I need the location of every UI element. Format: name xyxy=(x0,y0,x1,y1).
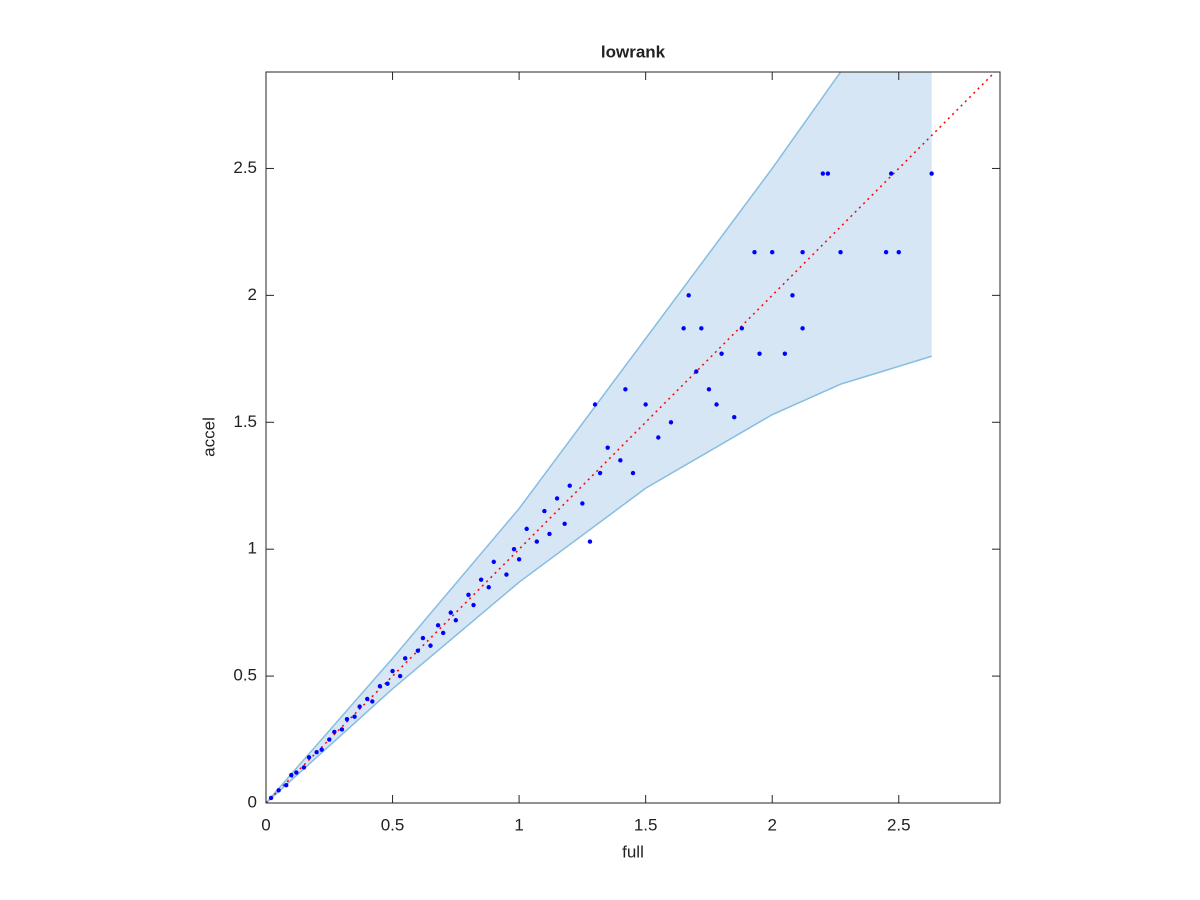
data-point xyxy=(800,326,805,331)
y-tick-label: 0 xyxy=(248,792,257,811)
x-tick-label: 1 xyxy=(514,815,523,834)
axes-box xyxy=(265,71,1001,804)
data-point xyxy=(516,557,522,562)
data-point xyxy=(739,326,745,331)
data-point xyxy=(390,668,395,674)
data-point xyxy=(289,772,294,778)
data-point xyxy=(319,747,324,752)
data-point xyxy=(686,293,691,298)
data-point xyxy=(314,750,319,755)
data-point xyxy=(820,171,826,176)
data-point xyxy=(365,696,370,702)
x-tick-label: 0.5 xyxy=(381,815,405,834)
y-tick-label: 1.5 xyxy=(233,412,257,431)
data-point xyxy=(757,351,762,356)
x-tick-label: 2 xyxy=(767,815,776,834)
data-point xyxy=(883,250,889,255)
data-point xyxy=(790,293,795,298)
data-point xyxy=(377,684,383,689)
data-point xyxy=(294,770,299,775)
data-point xyxy=(397,673,403,679)
band-upper-edge xyxy=(266,72,842,803)
y-tick-label: 2 xyxy=(248,285,257,304)
x-axis-label: full xyxy=(622,842,644,861)
data-point xyxy=(643,402,648,407)
band-lower-edge xyxy=(266,355,932,803)
x-tick-label: 0 xyxy=(261,815,270,834)
data-point xyxy=(597,470,603,476)
data-point xyxy=(592,402,598,407)
plot-area xyxy=(266,72,996,803)
data-point xyxy=(782,351,788,356)
data-point xyxy=(699,326,704,331)
y-tick-label: 2.5 xyxy=(233,158,257,177)
x-tick-label: 1.5 xyxy=(634,815,658,834)
y-axis-label: accel xyxy=(199,417,218,457)
data-point xyxy=(587,539,593,544)
data-point xyxy=(838,250,843,255)
data-point xyxy=(352,714,357,719)
data-point xyxy=(403,656,408,661)
data-point xyxy=(415,648,421,653)
data-point xyxy=(448,610,453,615)
data-point xyxy=(547,531,552,537)
data-point xyxy=(770,250,775,255)
data-point xyxy=(732,414,737,420)
data-point xyxy=(440,630,446,636)
y-tick-label: 1 xyxy=(248,539,257,558)
data-point xyxy=(714,402,719,407)
data-point xyxy=(719,351,724,356)
data-point xyxy=(435,623,441,628)
data-point xyxy=(428,643,433,648)
data-point xyxy=(706,387,712,392)
data-point xyxy=(534,539,540,544)
data-point xyxy=(339,727,345,732)
data-point xyxy=(929,171,934,176)
data-point xyxy=(344,717,350,722)
data-point xyxy=(524,526,529,532)
data-point xyxy=(630,470,636,476)
data-point xyxy=(284,783,289,788)
data-point xyxy=(478,577,484,582)
data-point xyxy=(471,602,476,608)
data-point xyxy=(357,704,362,709)
data-point xyxy=(542,508,547,514)
data-point xyxy=(896,250,901,255)
confidence-band xyxy=(266,72,932,803)
data-point xyxy=(623,387,628,392)
data-point xyxy=(511,546,517,552)
data-point xyxy=(562,521,567,526)
data-point xyxy=(668,420,674,425)
x-tick-label: 2.5 xyxy=(887,815,911,834)
data-point xyxy=(276,788,281,793)
data-point xyxy=(888,171,894,176)
data-point xyxy=(332,729,337,735)
data-point xyxy=(306,755,312,760)
data-point xyxy=(800,250,805,255)
data-point xyxy=(327,737,332,742)
data-point xyxy=(656,435,661,440)
chart-title: lowrank xyxy=(601,42,666,61)
data-point xyxy=(491,559,496,565)
data-point xyxy=(694,369,699,374)
data-point xyxy=(385,681,390,686)
data-point xyxy=(466,592,471,598)
data-point xyxy=(301,765,307,770)
data-point xyxy=(580,501,585,506)
data-point xyxy=(486,585,491,590)
data-point xyxy=(618,458,623,463)
data-point xyxy=(554,496,560,501)
data-point xyxy=(504,572,509,577)
data-point xyxy=(825,171,831,176)
data-point xyxy=(752,250,757,255)
data-point xyxy=(567,483,572,488)
data-point xyxy=(420,635,426,641)
data-point xyxy=(268,795,274,801)
data-point xyxy=(453,618,459,623)
data-point xyxy=(681,326,686,331)
data-point xyxy=(370,699,375,704)
y-tick-label: 0.5 xyxy=(233,666,257,685)
data-point xyxy=(605,445,610,450)
